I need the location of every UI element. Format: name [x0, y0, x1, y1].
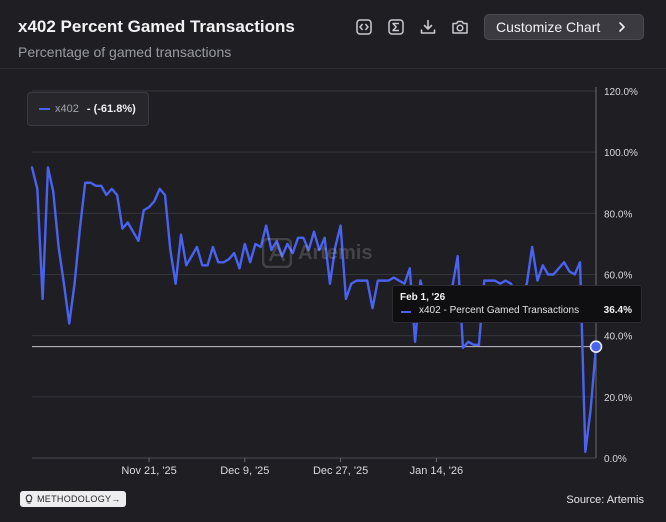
legend-series-name: x402	[55, 103, 79, 115]
tooltip-date: Feb 1, '26	[400, 292, 446, 303]
hover-point-marker[interactable]	[589, 340, 603, 353]
x-tick-label: Jan 14, '26	[410, 465, 463, 477]
y-tick-label: 80.0%	[604, 209, 632, 220]
legend-series-change: - (-61.8%)	[86, 103, 136, 115]
customize-chart-label: Customize Chart	[496, 19, 601, 35]
x-tick-label: Dec 9, '25	[220, 465, 269, 477]
y-tick-label: 40.0%	[604, 332, 632, 343]
y-tick-label: 0.0%	[604, 454, 627, 465]
camera-icon[interactable]	[449, 16, 471, 38]
sigma-icon[interactable]	[385, 16, 407, 38]
hover-tooltip: Feb 1, '26 x402 - Percent Gamed Transact…	[392, 285, 642, 323]
watermark-text: Artemis	[298, 241, 373, 264]
legend-item-x402[interactable]: x402 - (-61.8%)	[27, 92, 149, 126]
header-divider	[0, 68, 666, 69]
methodology-button[interactable]: METHODOLOGY→	[20, 491, 126, 507]
x-tick-label: Dec 27, '25	[313, 465, 368, 477]
y-tick-label: 100.0%	[604, 148, 638, 159]
chart-title: x402 Percent Gamed Transactions	[18, 17, 295, 36]
tooltip-value: 36.4%	[603, 305, 632, 316]
y-tick-label: 60.0%	[604, 271, 632, 282]
embed-code-icon[interactable]	[353, 16, 375, 38]
series-line-x402[interactable]	[30, 166, 598, 454]
legend-swatch	[39, 108, 50, 110]
chart-subtitle: Percentage of gamed transactions	[18, 44, 232, 60]
y-tick-label: 20.0%	[604, 393, 632, 404]
methodology-label: METHODOLOGY→	[37, 494, 121, 504]
source-label: Source: Artemis	[566, 494, 644, 506]
customize-chart-button[interactable]: Customize Chart	[484, 14, 644, 40]
lightbulb-icon	[25, 494, 33, 504]
chevron-right-icon	[619, 22, 625, 32]
y-tick-label: 120.0%	[604, 87, 638, 98]
artemis-watermark: Artemis	[262, 238, 372, 268]
artemis-logo-icon	[262, 238, 292, 268]
x-tick-label: Nov 21, '25	[121, 465, 176, 477]
tooltip-swatch	[401, 311, 411, 313]
tooltip-series-label: x402 - Percent Gamed Transactions	[419, 305, 580, 316]
download-icon[interactable]	[417, 16, 439, 38]
